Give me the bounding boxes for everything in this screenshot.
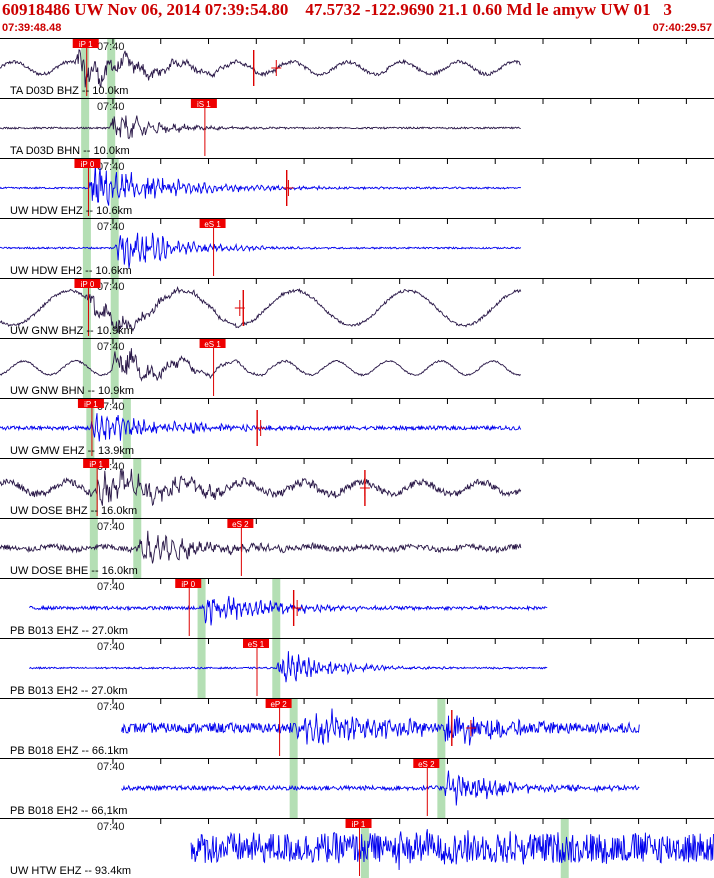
arrival-band [89,459,98,518]
arrival-band [107,39,116,98]
time-tick-label: 07:40 [97,41,125,53]
arrival-band [289,699,298,758]
pick-label: iP 1 [84,400,98,409]
time-tick-label: 07:40 [97,581,125,593]
time-tick-label: 07:40 [97,341,125,353]
pick-label: eS 2 [418,760,435,769]
pick-label: iP 0 [81,160,95,169]
station-label: UW DOSE BHZ -- 16.0km [10,505,137,517]
event-title: 60918486 UW Nov 06, 2014 07:39:54.80 47.… [2,0,672,19]
station-label: PB B018 EH2 -- 66,1km [10,805,127,817]
pick-box [345,819,372,828]
pick-label: eP 2 [270,700,287,709]
time-tick-label: 07:40 [97,221,125,233]
arrival-band [82,339,91,398]
pick-box [74,279,101,288]
arrival-band [82,279,91,338]
pick-box [265,699,292,708]
pick-label: iP 1 [89,460,103,469]
pick-box [83,459,110,468]
station-label: TA D03D BHZ -- 10.0km [10,85,128,97]
pick-label: eS 1 [204,220,221,229]
time-tick-label: 07:40 [97,101,125,113]
start-time: 07:39:48.48 [2,22,62,34]
station-label: PB B013 EHZ -- 27.0km [10,625,128,637]
arrival-band [437,699,446,758]
pick-box [243,639,270,648]
arrival-band [107,99,116,158]
waveform-trace [190,829,714,871]
waveform-trace [0,163,522,206]
arrival-band [110,339,119,398]
arrival-band [272,579,281,638]
waveform-trace [0,530,522,564]
pick-box [72,39,99,48]
pick-label: iP 1 [79,40,93,49]
pick-label: eS 1 [204,340,221,349]
pick-box [175,579,202,588]
time-tick-label: 07:40 [97,701,125,713]
waveform-trace [29,595,548,626]
event-header: 60918486 UW Nov 06, 2014 07:39:54.80 47.… [0,0,714,38]
pick-label: eS 1 [248,640,265,649]
pick-box [227,519,254,528]
station-label: UW DOSE BHE -- 16.0km [10,565,138,577]
station-label: UW HDW EH2 -- 10.6km [10,265,132,277]
pick-box [74,159,101,168]
waveform-trace [29,651,548,683]
time-tick-label: 07:40 [97,641,125,653]
station-label: UW HTW EHZ -- 93.4km [10,865,131,877]
pick-label: iP 0 [181,580,195,589]
waveform-trace [0,232,522,269]
time-tick-label: 07:40 [97,821,125,833]
time-tick-label: 07:40 [97,281,125,293]
seismogram-panel[interactable]: 07:40 07:40 07:40 07:40 07:40 07:40 07:40 07:40… [0,38,714,878]
pick-label: eS 2 [232,520,249,529]
waveform-trace [0,467,522,507]
pick-box [190,99,217,108]
time-tick-label: 07:40 [97,761,125,773]
time-tick-label: 07:40 [97,521,125,533]
waveform-trace [121,708,640,746]
pick-box [413,759,440,768]
pick-label: iP 1 [352,820,366,829]
station-label: UW GNW BHN -- 10.9km [10,385,134,397]
station-label: UW HDW EHZ -- 10.6km [10,205,132,217]
station-label: PB B013 EH2 -- 27.0km [10,685,127,697]
pick-box [199,339,226,348]
time-tick-label: 07:40 [97,161,125,173]
pick-label: iP 0 [81,280,95,289]
station-label: PB B018 EHZ -- 66.1km [10,745,128,757]
arrival-band [110,219,119,278]
end-time: 07:40:29.57 [652,22,712,34]
station-label: UW GMW EHZ -- 13.9km [10,445,134,457]
pick-box [199,219,226,228]
arrival-band [110,279,119,338]
arrival-band [197,639,206,698]
station-label: TA D03D BHN -- 10.0km [10,145,130,157]
arrival-band [560,819,569,878]
waveform-trace [0,115,521,140]
arrival-band [82,219,91,278]
station-label: UW GNW BHZ -- 10.9km [10,325,133,337]
waveform-trace [0,348,522,382]
arrival-band [81,39,90,98]
waveform-trace [0,285,522,334]
arrival-band [133,459,142,518]
waveform-trace [0,49,521,89]
waveform-trace [121,770,640,806]
pick-box [77,399,104,408]
pick-label: iS 1 [197,100,211,109]
